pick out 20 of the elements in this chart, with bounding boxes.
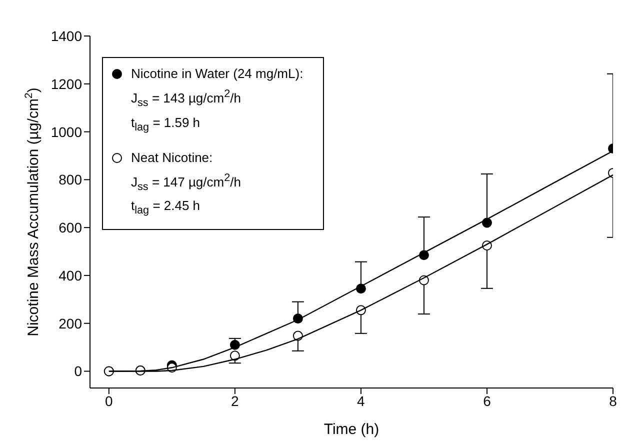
x-tick-label: 6	[483, 392, 492, 409]
legend-label: Neat Nicotine:	[131, 148, 213, 167]
y-tick-label: 0	[74, 363, 82, 380]
x-axis-title: Time (h)	[324, 421, 380, 438]
y-tick-label: 800	[58, 172, 82, 188]
annotation: t$_{lag}$ = 1.59 h	[130, 114, 202, 136]
x-tick-label: 4	[357, 392, 366, 409]
annotation: J$_{ss}$ = 143 µg/cm$^{2}$/h	[130, 87, 242, 111]
y-tick-label: 600	[58, 220, 82, 236]
y-tick-label: 1000	[50, 124, 82, 140]
y-tick-label: 1200	[50, 76, 82, 92]
x-tick-label: 8	[609, 392, 618, 409]
y-tick-label: 400	[58, 267, 82, 284]
x-tick-label: 2	[231, 392, 240, 409]
annotation: t$_{lag}$ = 2.45 h	[130, 197, 202, 220]
y-tick-label: 1400	[50, 28, 82, 44]
y-tick-label: 200	[58, 315, 82, 332]
annotation: J$_{ss}$ = 147 µg/cm$^{2}$/h	[130, 170, 242, 194]
legend-label: Nicotine in Water (24 mg/mL):	[131, 65, 304, 83]
x-tick-label: 0	[105, 392, 114, 409]
